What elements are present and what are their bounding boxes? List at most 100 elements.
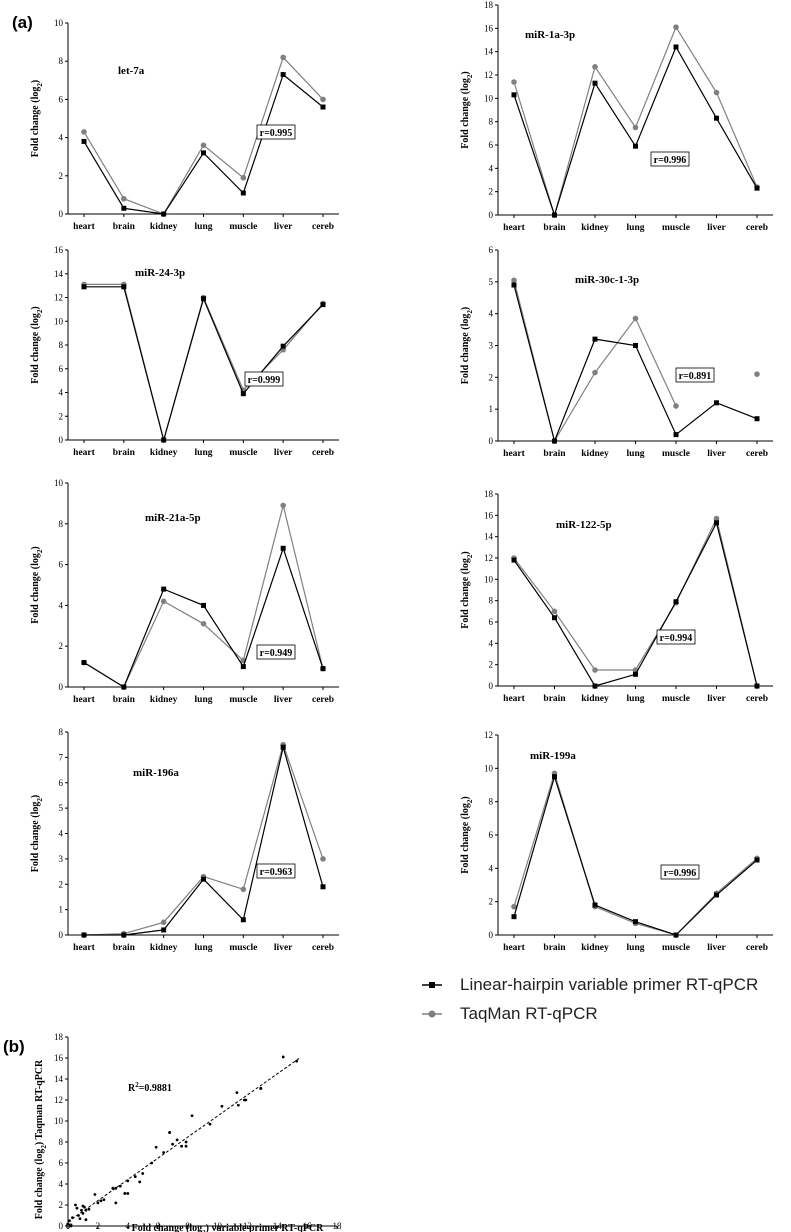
data-point-linear-hairpin-cereb — [754, 185, 760, 191]
y-tick-label: 2 — [59, 411, 64, 421]
x-tick-label-lung: lung — [195, 222, 213, 232]
data-point-linear-hairpin-brain — [552, 212, 557, 218]
y-tick-label: 4 — [59, 829, 64, 839]
series-line-taqman — [84, 283, 324, 443]
y-axis-label: Fold change (log2) — [460, 796, 474, 873]
x-tick-label-brain: brain — [543, 694, 566, 704]
data-point-linear-hairpin-muscle — [240, 664, 246, 670]
y-tick-label: 4 — [489, 309, 494, 319]
data-point-linear-hairpin-lung — [633, 671, 638, 677]
x-tick-label-liver: liver — [274, 695, 293, 705]
scatter-point — [123, 1192, 127, 1195]
x-tick-label-brain: brain — [113, 943, 136, 953]
data-point-taqman-muscle — [240, 174, 247, 181]
scatter-point — [102, 1198, 106, 1202]
correlation-box — [244, 371, 284, 387]
x-tick-label-brain: brain — [113, 222, 136, 232]
y-tick-label: 10 — [54, 316, 64, 326]
x-tick-label-brain: brain — [543, 223, 566, 233]
y-tick-label: 1 — [489, 404, 494, 414]
data-point-linear-hairpin-muscle — [240, 190, 246, 196]
x-tick-label-lung: lung — [627, 694, 645, 704]
y-tick-label: 18 — [54, 1032, 64, 1042]
scatter-point — [75, 1206, 79, 1210]
x-tick-label-heart: heart — [73, 448, 95, 458]
x-tick-label: 12 — [243, 1221, 252, 1231]
x-tick-label-heart: heart — [503, 223, 525, 233]
y-tick-label: 8 — [489, 117, 494, 127]
y-tick-label: 0 — [489, 930, 494, 940]
x-tick-label-muscle: muscle — [229, 695, 257, 705]
scatter-point — [84, 1218, 88, 1222]
x-tick-label-brain: brain — [113, 448, 136, 458]
scatter-point — [184, 1144, 188, 1148]
chart-title: miR-1a-3p — [525, 29, 575, 41]
correlation-label: r=0.963 — [260, 867, 293, 878]
panel-label-a: (a) — [12, 13, 33, 32]
y-tick-label: 12 — [54, 1095, 63, 1105]
data-point-linear-hairpin-cereb — [754, 683, 760, 689]
x-tick-label-lung: lung — [195, 943, 213, 953]
scatter-point — [244, 1098, 248, 1102]
data-point-linear-hairpin-brain — [121, 205, 127, 211]
scatter-point — [208, 1122, 212, 1126]
correlation-box — [256, 863, 296, 879]
scatter-point — [180, 1144, 183, 1148]
series-linear-hairpin — [511, 44, 760, 218]
data-point-linear-hairpin-lung — [633, 343, 638, 348]
scatter-point — [150, 1161, 154, 1165]
scatter-point — [93, 1193, 97, 1196]
y-tick-label: 0 — [489, 436, 494, 446]
data-point-taqman-cereb — [320, 856, 326, 862]
correlation-box — [675, 367, 715, 383]
data-point-linear-hairpin-heart — [81, 284, 87, 290]
data-point-linear-hairpin-liver — [714, 892, 719, 898]
scatter-point — [154, 1145, 158, 1149]
chart-mir-24-3p: 0 2 4 6 8 10 12 14 16 heart brain kidney lung muscle l… — [30, 245, 339, 458]
x-tick-label-brain: brain — [113, 695, 136, 705]
x-tick-label-heart: heart — [73, 943, 95, 953]
y-tick-label: 6 — [59, 560, 64, 570]
y-axis-label: Fold change (log2) — [30, 80, 44, 157]
series-linear-hairpin — [81, 744, 326, 938]
data-point-linear-hairpin-heart — [511, 282, 517, 288]
correlation-label: r=0.891 — [679, 371, 712, 382]
x-tick-label-liver: liver — [707, 449, 726, 459]
scatter-point — [175, 1138, 179, 1142]
panel-label-b: (b) — [3, 1037, 25, 1056]
x-tick-label-kidney: kidney — [581, 223, 609, 233]
data-point-linear-hairpin-liver — [714, 400, 719, 406]
data-point-taqman-cereb — [320, 96, 326, 103]
data-point-linear-hairpin-brain — [552, 615, 557, 621]
data-point-taqman-brain — [121, 195, 127, 202]
data-point-taqman-kidney — [592, 667, 598, 673]
data-point-linear-hairpin-muscle — [240, 391, 246, 397]
x-tick-label-muscle: muscle — [229, 448, 257, 458]
scatter-point — [184, 1140, 188, 1144]
y-tick-label: 2 — [489, 660, 494, 670]
correlation-label: r=0.999 — [248, 375, 281, 386]
y-tick-label: 0 — [489, 681, 494, 691]
series-taqman — [81, 502, 326, 690]
chart-mir-122-5p: 0 2 4 6 8 10 12 14 16 18 heart brain kidney lung muscl… — [460, 489, 773, 704]
x-tick-label-muscle: muscle — [662, 943, 690, 953]
series-line-linear-hairpin — [513, 284, 758, 443]
y-tick-label: 16 — [484, 510, 494, 520]
data-point-taqman-heart — [81, 129, 87, 135]
chart-title: miR-24-3p — [135, 267, 185, 279]
data-point-taqman-liver — [713, 515, 720, 522]
data-point-taqman-heart — [511, 277, 517, 284]
x-tick-label: 2 — [96, 1221, 101, 1231]
y-tick-label: 12 — [484, 730, 493, 740]
x-tick-label-lung: lung — [195, 448, 213, 458]
chart-title: miR-196a — [133, 767, 179, 779]
y-tick-label: 18 — [484, 489, 494, 499]
scatter-point — [81, 1212, 85, 1215]
legend-marker-square — [429, 982, 435, 988]
y-axis-label: Fold change (log2) — [30, 795, 44, 872]
x-tick-label-cereb: cereb — [746, 943, 768, 953]
series-linear-hairpin — [511, 774, 760, 938]
series-line-linear-hairpin — [84, 286, 324, 443]
data-point-linear-hairpin-liver — [714, 115, 719, 121]
